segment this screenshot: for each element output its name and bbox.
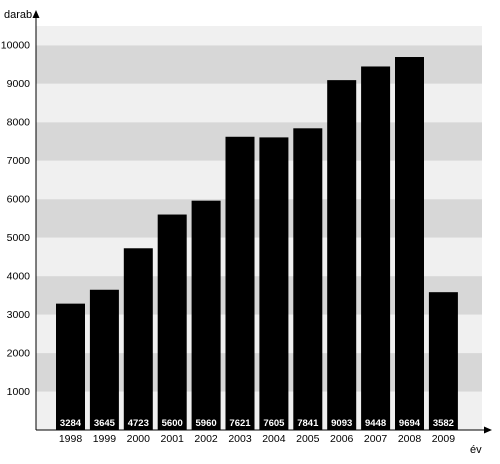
axes xyxy=(32,10,492,434)
bar-2002 xyxy=(191,200,221,430)
x-tick-label-2004: 2004 xyxy=(262,433,286,445)
x-tick-label-2007: 2007 xyxy=(364,433,388,445)
y-tick-label-5000: 5000 xyxy=(7,232,31,244)
x-tick-label-2000: 2000 xyxy=(127,433,151,445)
value-label-2008: 9694 xyxy=(399,418,421,429)
bar-2005 xyxy=(293,128,323,430)
value-label-2001: 5600 xyxy=(162,418,183,429)
bar-2000 xyxy=(123,248,153,430)
value-label-1999: 3645 xyxy=(94,418,116,429)
bar-2004 xyxy=(259,137,289,431)
y-tick-label-3000: 3000 xyxy=(7,309,31,321)
y-tick-label-1000: 1000 xyxy=(7,386,31,398)
x-tick-label-2002: 2002 xyxy=(194,433,218,445)
bar-2008 xyxy=(395,57,424,430)
y-tick-label-8000: 8000 xyxy=(7,117,31,129)
bar-2006 xyxy=(327,80,357,431)
x-tick-label-2009: 2009 xyxy=(432,433,456,445)
bar-2003 xyxy=(225,136,255,430)
value-label-2005: 7841 xyxy=(297,418,319,429)
value-label-2007: 9448 xyxy=(365,418,386,429)
y-axis-arrow xyxy=(32,10,40,18)
x-tick-label-1999: 1999 xyxy=(93,433,117,445)
y-tick-label-7000: 7000 xyxy=(7,155,31,167)
bar-2007 xyxy=(361,66,391,430)
y-axis-label: darab xyxy=(4,9,32,21)
bars xyxy=(56,57,458,431)
value-label-1998: 3284 xyxy=(60,418,82,429)
x-axis-arrow xyxy=(484,426,492,434)
bar-1999 xyxy=(89,289,119,430)
x-tick-label-2005: 2005 xyxy=(296,433,320,445)
bar-2009 xyxy=(428,292,458,430)
value-label-2000: 4723 xyxy=(128,418,149,429)
y-tick-label-4000: 4000 xyxy=(7,271,31,283)
value-label-2006: 9093 xyxy=(331,418,352,429)
x-tick-label-2001: 2001 xyxy=(161,433,185,445)
value-label-2003: 7621 xyxy=(229,418,251,429)
y-tick-labels: 1000 2000 3000 4000 5000 6000 7000 8000 9000 1000… xyxy=(1,40,30,398)
bar-2001 xyxy=(157,214,187,430)
y-tick-label-10000: 10000 xyxy=(1,40,30,52)
value-label-2002: 5960 xyxy=(196,418,217,429)
x-tick-label-2008: 2008 xyxy=(398,433,422,445)
grid-band xyxy=(36,26,482,46)
y-tick-label-6000: 6000 xyxy=(7,194,31,206)
bar-1998 xyxy=(56,303,85,430)
x-tick-label-2003: 2003 xyxy=(228,433,252,445)
x-axis-label: év xyxy=(470,444,482,456)
value-label-2004: 7605 xyxy=(263,418,285,429)
y-tick-label-2000: 2000 xyxy=(7,348,31,360)
value-label-2009: 3582 xyxy=(433,418,454,429)
x-tick-label-2006: 2006 xyxy=(330,433,354,445)
x-tick-label-1998: 1998 xyxy=(59,433,83,445)
value-labels: 3284 3645 4723 5600 5960 7621 7605 7841 9093 9448… xyxy=(60,418,454,429)
y-tick-label-9000: 9000 xyxy=(7,78,31,90)
x-tick-labels: 1998 1999 2000 2001 2002 2003 2004 2005 2006 2007… xyxy=(59,433,455,445)
